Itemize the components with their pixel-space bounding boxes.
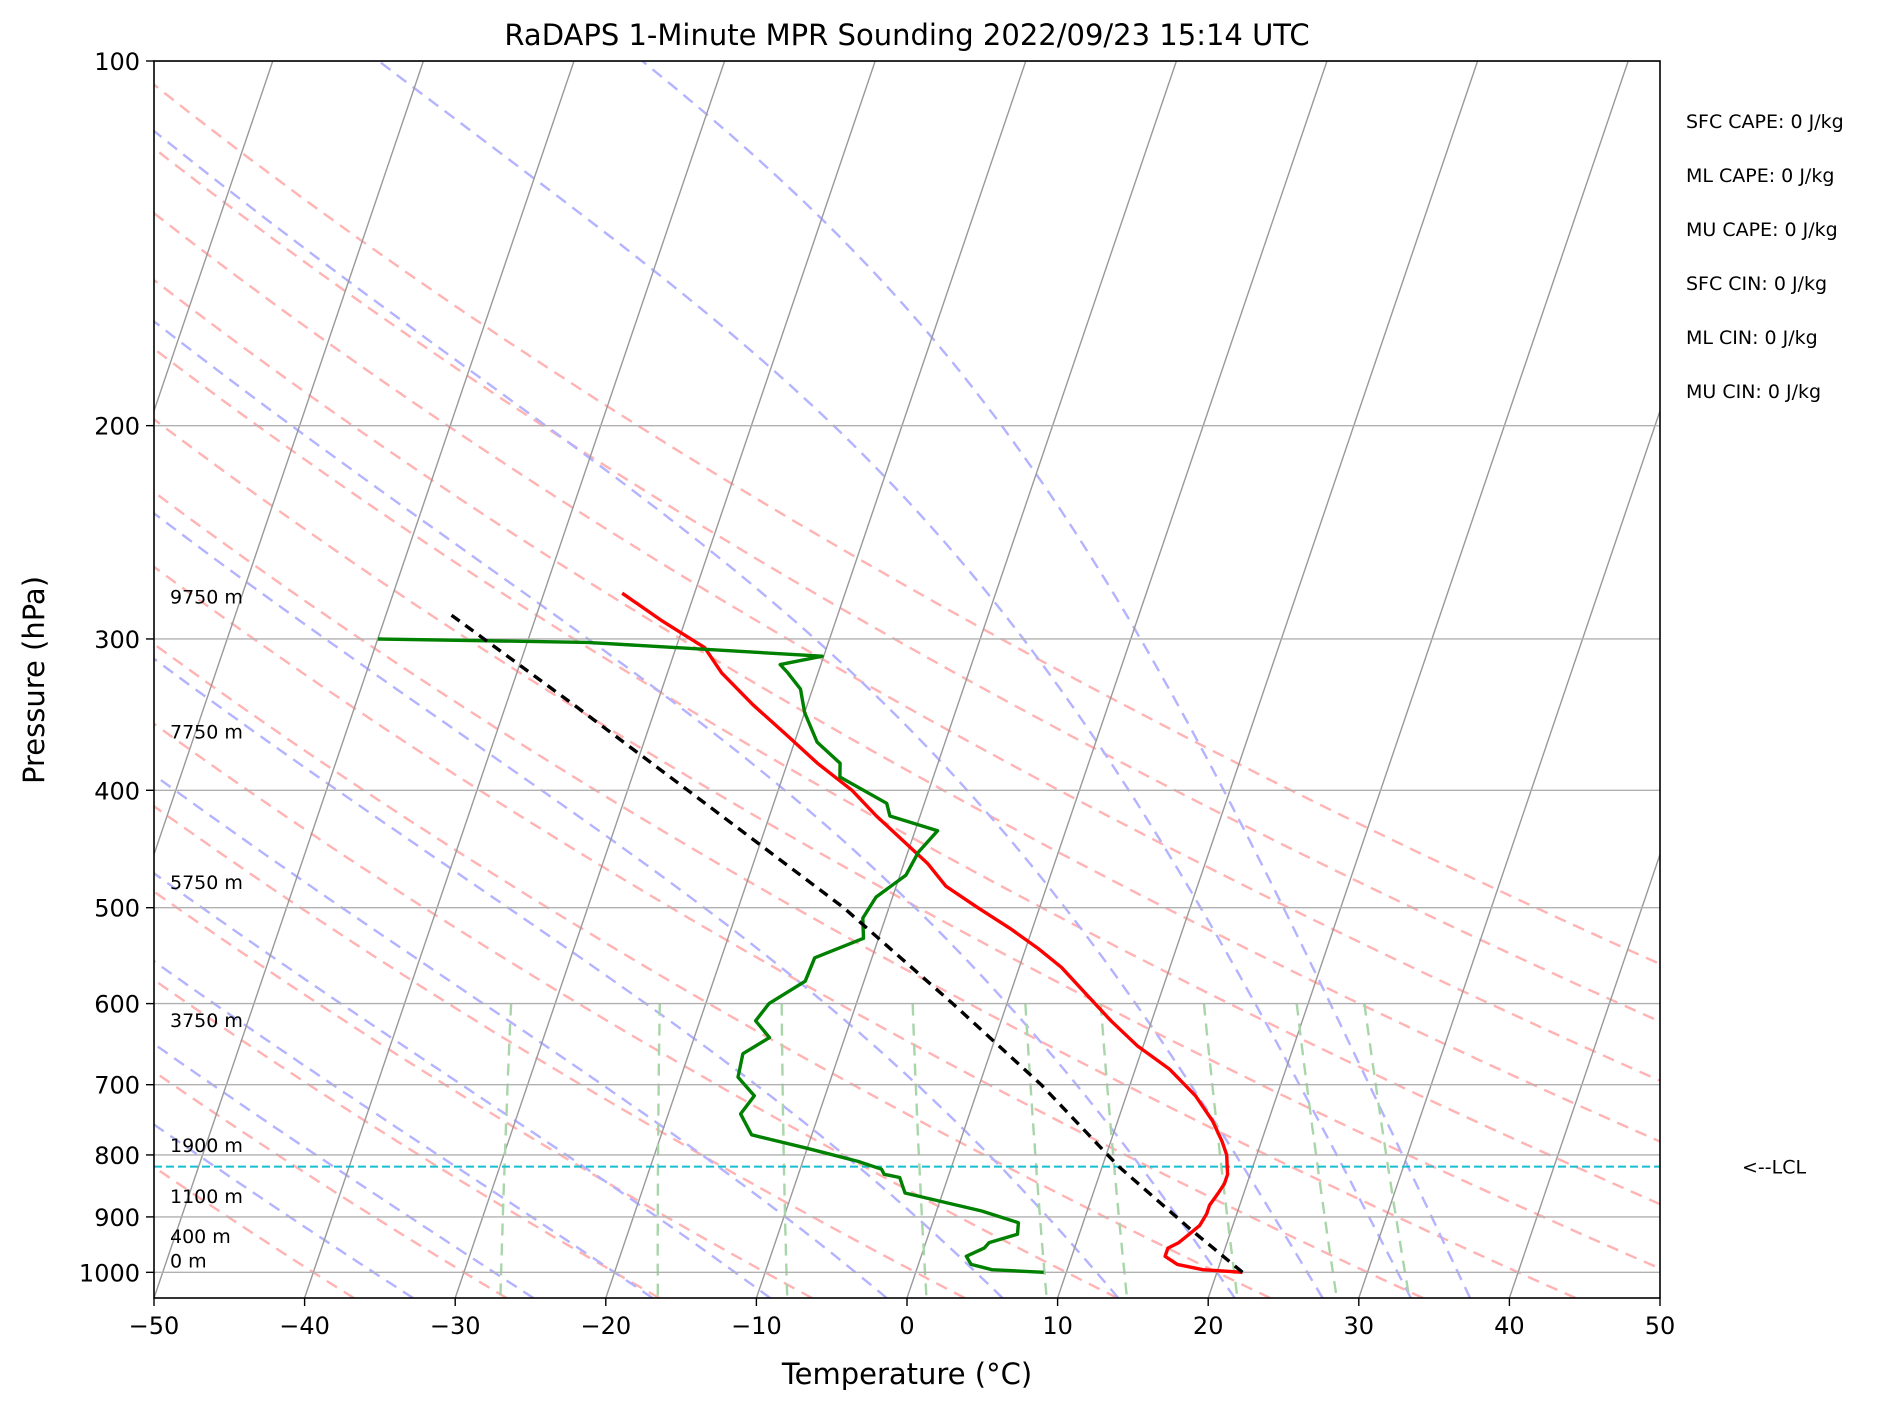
x-tick-label: 30 (1344, 1312, 1375, 1340)
moist-adiabat (154, 511, 1120, 1298)
x-tick-label: −40 (279, 1312, 330, 1340)
mixing-ratio-line (1024, 1003, 1048, 1298)
dry-adiabat (154, 1070, 508, 1298)
moist-adiabat (377, 61, 1412, 1298)
moist-adiabat (154, 319, 1236, 1298)
moist-adiabat (641, 61, 1472, 1298)
isotherm (154, 61, 425, 857)
y-tick-label: 600 (94, 991, 140, 1019)
height-label: 400 m (170, 1226, 231, 1248)
lcl-label: <--LCL (1742, 1157, 1806, 1179)
moist-adiabat (154, 871, 771, 1298)
dry-adiabat (154, 804, 966, 1298)
y-tick-label: 500 (94, 895, 140, 923)
moist-adiabat (154, 129, 1324, 1298)
stat-line: ML CAPE: 0 J/kg (1686, 165, 1834, 187)
isotherm (454, 61, 876, 1298)
x-tick-label: −10 (731, 1312, 782, 1340)
dry-adiabat (154, 211, 1660, 1083)
moist-adiabat (154, 657, 1004, 1298)
dry-adiabat (154, 347, 1660, 1206)
y-tick-label: 700 (94, 1072, 140, 1100)
isotherm (755, 61, 1178, 1298)
height-label: 0 m (170, 1250, 207, 1272)
y-tick-label: 300 (94, 626, 140, 654)
height-label: 7750 m (170, 722, 243, 744)
mixing-ratio-line (1202, 1003, 1239, 1298)
isotherm (154, 61, 575, 1298)
dry-adiabat (154, 278, 1660, 1143)
stat-line: ML CIN: 0 J/kg (1686, 327, 1818, 349)
y-axis-label: Pressure (hPa) (17, 576, 51, 784)
x-tick-label: 0 (899, 1312, 914, 1340)
y-tick-label: 400 (94, 777, 140, 805)
isotherm (906, 61, 1328, 1298)
isotherm (1056, 61, 1479, 1298)
height-label: 5750 m (170, 872, 243, 894)
x-axis-ticks: −50 −40 −30 −20 −10 0 10 20 30 40 50 (129, 1298, 1676, 1340)
isotherm (605, 61, 1027, 1298)
stat-line: SFC CIN: 0 J/kg (1686, 273, 1827, 295)
dry-adiabat (154, 417, 1660, 1270)
x-tick-label: −20 (580, 1312, 631, 1340)
x-tick-label: 10 (1042, 1312, 1073, 1340)
dewpoint-trace (377, 637, 1044, 1274)
x-axis-label: Temperature (°C) (781, 1357, 1032, 1391)
y-tick-label: 100 (94, 48, 140, 76)
height-label: 3750 m (170, 1010, 243, 1032)
isotherm (154, 61, 274, 414)
y-tick-label: 800 (94, 1142, 140, 1170)
isotherm (1207, 61, 1629, 1298)
stat-line: MU CIN: 0 J/kg (1686, 381, 1821, 403)
sounding-traces (377, 591, 1244, 1274)
isotherm (303, 61, 726, 1298)
stat-line: MU CAPE: 0 J/kg (1686, 219, 1838, 241)
moist-adiabat (154, 959, 654, 1298)
mixing-ratio-line (1099, 1003, 1129, 1298)
isotherm (1358, 408, 1660, 1298)
height-label: 9750 m (170, 586, 243, 608)
mixing-ratio-line (499, 1003, 513, 1298)
dry-adiabat (154, 722, 1119, 1298)
mixing-ratio-line (1295, 1003, 1338, 1298)
chart-title: RaDAPS 1-Minute MPR Sounding 2022/09/23 … (504, 18, 1309, 52)
y-tick-label: 1000 (79, 1259, 140, 1287)
pressure-gridlines (154, 61, 1660, 1274)
dry-adiabat (154, 978, 660, 1298)
mixing-ratio-line (911, 1003, 928, 1298)
isotherm (1508, 852, 1660, 1298)
x-tick-label: −30 (430, 1312, 481, 1340)
y-tick-label: 200 (94, 413, 140, 441)
stat-line: SFC CAPE: 0 J/kg (1686, 111, 1844, 133)
x-tick-label: 50 (1645, 1312, 1676, 1340)
x-tick-label: 20 (1193, 1312, 1224, 1340)
dry-adiabat (154, 146, 1660, 1023)
mixing-ratio-line (780, 1003, 789, 1298)
height-label: 1100 m (170, 1186, 243, 1208)
height-label: 1900 m (170, 1135, 243, 1157)
y-tick-label: 900 (94, 1204, 140, 1232)
x-tick-label: 40 (1494, 1312, 1525, 1340)
mixing-ratio-line (656, 1003, 661, 1298)
x-tick-label: −50 (129, 1312, 180, 1340)
reference-lines (154, 61, 1660, 1298)
stats-panel: SFC CAPE: 0 J/kg ML CAPE: 0 J/kg MU CAPE: … (1686, 111, 1844, 403)
parcel-trace (446, 610, 1244, 1274)
temperature-trace (621, 591, 1243, 1274)
mixing-ratio-line (1363, 1003, 1411, 1298)
y-axis-ticks: 100 200 300 400 500 600 700 800 900 1000 (79, 48, 154, 1287)
